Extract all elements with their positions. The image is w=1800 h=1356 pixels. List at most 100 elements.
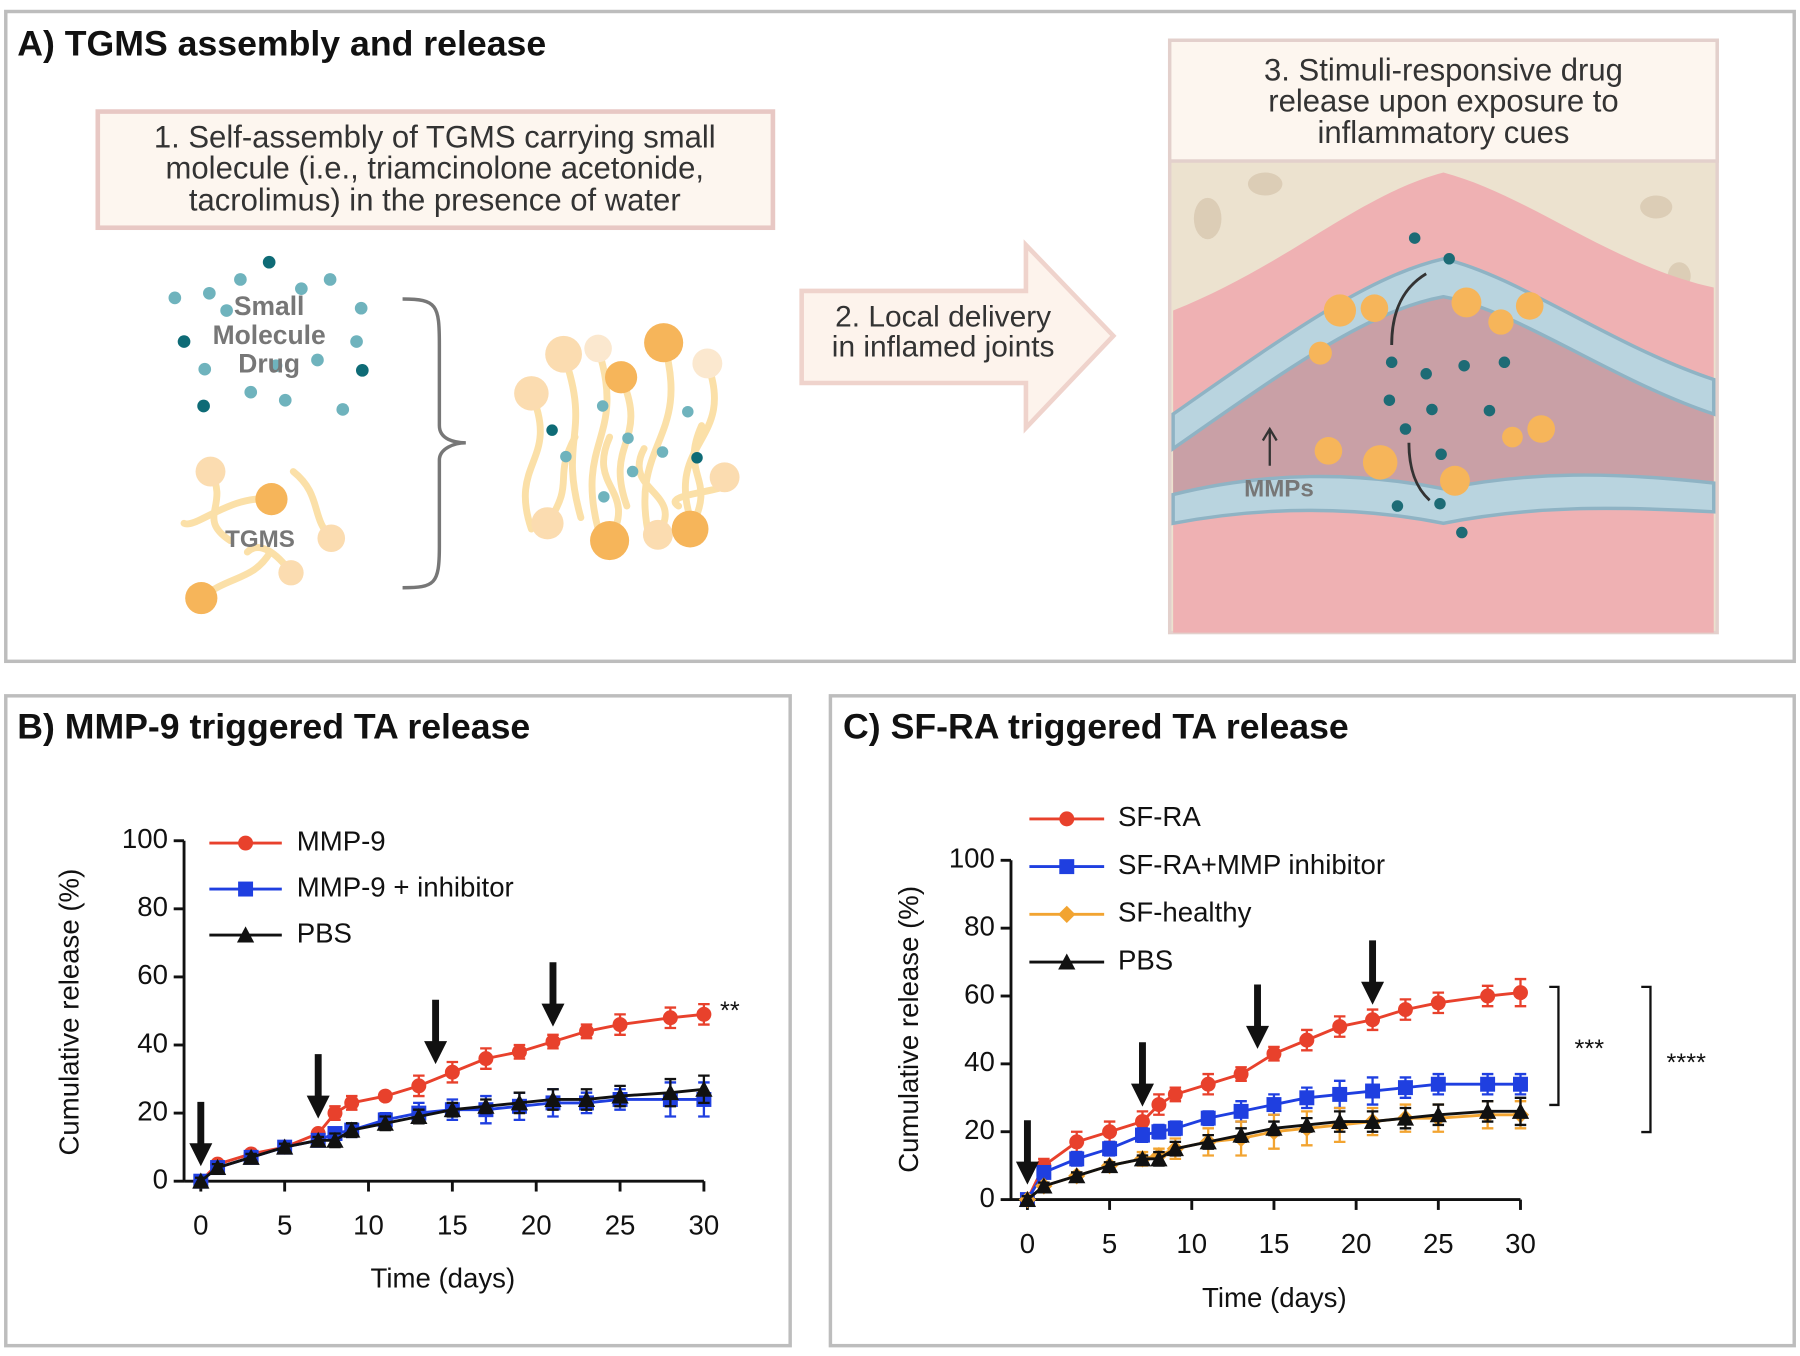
marker xyxy=(544,1090,562,1107)
legend-label: SF-RA+MMP inhibitor xyxy=(1118,849,1385,880)
chart-title: C) SF-RA triggered TA release xyxy=(843,707,1349,747)
drug-dot xyxy=(1408,232,1421,244)
dose-arrow xyxy=(1246,984,1270,1049)
drug-dot xyxy=(1434,498,1446,510)
marker xyxy=(1266,1046,1282,1062)
step-text: molecule (i.e., triamcinolone acetonide, xyxy=(166,150,704,185)
tgms-head xyxy=(278,560,304,586)
release-arrow xyxy=(1407,442,1431,502)
marker xyxy=(1332,1086,1348,1102)
marker xyxy=(1513,985,1528,1001)
drug-dot xyxy=(622,432,634,444)
joint-molecule xyxy=(1502,426,1523,448)
x-tick-label: 10 xyxy=(1176,1228,1207,1259)
y-tick-label: 20 xyxy=(964,1114,995,1145)
legend-label: SF-healthy xyxy=(1118,897,1252,928)
drug-dot xyxy=(598,491,610,503)
dose-arrow xyxy=(189,1101,213,1167)
marker xyxy=(661,1084,679,1101)
drug-dot xyxy=(234,273,247,286)
marker xyxy=(1480,988,1496,1004)
marker xyxy=(612,1017,628,1033)
marker xyxy=(1036,1164,1052,1180)
stem xyxy=(521,389,544,533)
legend-label: PBS xyxy=(1118,944,1173,975)
marker xyxy=(1102,1141,1118,1157)
joint-molecule xyxy=(1451,287,1482,318)
y-tick-label: 100 xyxy=(122,823,168,854)
drug-dot xyxy=(354,301,368,315)
step-text: inflammatory cues xyxy=(1317,115,1569,150)
marker xyxy=(1331,1112,1349,1130)
bone-blob xyxy=(1640,195,1673,219)
tgms-label: TGMS xyxy=(225,526,295,553)
marker xyxy=(1102,1124,1118,1140)
marker xyxy=(1233,1103,1249,1119)
legend-label: MMP-9 xyxy=(297,825,386,856)
significance: *** xyxy=(1575,1035,1605,1063)
drug-dot xyxy=(168,291,182,305)
joint-molecule xyxy=(1314,437,1343,465)
drug-dot xyxy=(1399,423,1412,435)
marker xyxy=(327,1105,343,1121)
marker xyxy=(410,1107,428,1124)
marker xyxy=(1134,1127,1150,1143)
micelle-head xyxy=(644,323,684,363)
marker xyxy=(377,1088,393,1104)
drug-dot xyxy=(350,335,363,348)
drug-dot xyxy=(278,393,292,407)
drug-dot xyxy=(262,255,276,269)
y-tick-label: 20 xyxy=(137,1095,168,1126)
marker xyxy=(1058,905,1076,923)
marker xyxy=(1396,1109,1415,1126)
y-tick-label: 0 xyxy=(153,1163,168,1194)
step-text: release upon exposure to xyxy=(1268,84,1618,119)
drug-dot xyxy=(198,362,212,376)
drug-dot xyxy=(355,364,369,377)
marker xyxy=(1365,1083,1381,1099)
drug-dot xyxy=(295,282,308,296)
joint-illustration: MMPs xyxy=(1167,38,1719,635)
drug-dot xyxy=(1391,500,1404,512)
drug-dot xyxy=(1498,356,1511,369)
marker xyxy=(696,1006,712,1022)
stem xyxy=(681,359,718,522)
x-tick-label: 0 xyxy=(1020,1228,1035,1259)
marker xyxy=(662,1010,678,1026)
x-axis-title: Time (days) xyxy=(1202,1282,1347,1313)
stem xyxy=(641,339,675,545)
marker xyxy=(411,1078,427,1094)
marker xyxy=(1167,1120,1183,1136)
marker xyxy=(344,1095,360,1111)
marker xyxy=(510,1094,529,1111)
marker xyxy=(577,1090,596,1107)
y-tick-label: 80 xyxy=(137,891,168,922)
marker xyxy=(611,1087,629,1104)
drug-dot xyxy=(656,446,669,458)
marker xyxy=(1232,1126,1250,1143)
x-tick-label: 5 xyxy=(277,1209,292,1240)
marker xyxy=(343,1121,361,1138)
marker xyxy=(242,1148,260,1165)
step-text: 2. Local delivery xyxy=(835,300,1051,333)
marker xyxy=(1133,1150,1152,1167)
marker xyxy=(1100,1157,1119,1174)
marker xyxy=(443,1101,461,1118)
marker xyxy=(1151,1097,1167,1113)
panel-b-frame xyxy=(4,694,792,1348)
x-tick-label: 15 xyxy=(1259,1228,1290,1259)
tgms-head xyxy=(185,581,218,615)
marker xyxy=(376,1114,394,1131)
y-axis-title: Cumulative release (%) xyxy=(893,886,924,1173)
marker xyxy=(511,1044,527,1060)
marker xyxy=(1266,1097,1282,1113)
joint-molecule xyxy=(1360,294,1389,323)
panel-c-frame xyxy=(828,694,1796,1348)
x-tick-label: 20 xyxy=(521,1209,552,1240)
micelle-head xyxy=(531,507,564,540)
release-arrow xyxy=(1390,272,1427,346)
marker xyxy=(1513,1076,1528,1092)
micelle-head xyxy=(584,334,612,363)
